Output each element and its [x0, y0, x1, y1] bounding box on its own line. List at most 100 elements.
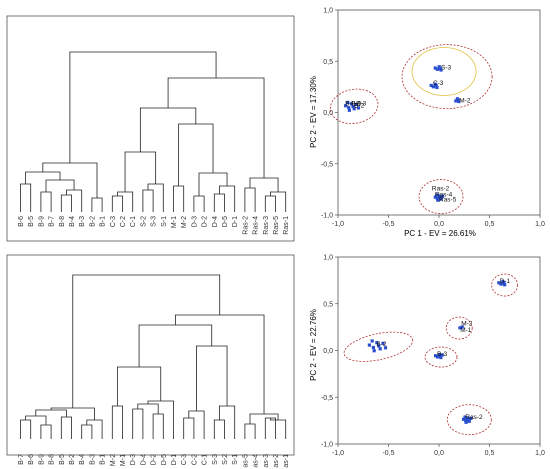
dendrogram-link: [69, 51, 217, 163]
data-point: [457, 99, 461, 104]
data-point: [437, 352, 441, 357]
x-tick-label: 0,5: [485, 221, 495, 228]
data-point: [435, 67, 439, 71]
x-axis-label: PC 1 - EV = 26.61%: [404, 229, 476, 238]
data-point: [439, 68, 443, 72]
dendrogram-link: [111, 405, 123, 439]
x-tick-label: -1,0: [332, 450, 344, 457]
point-label: B-3: [437, 351, 448, 358]
dendrogram-link: [213, 419, 225, 439]
dendrogram-link: [244, 187, 256, 212]
leaf-label: D-1: [232, 216, 239, 227]
leaf-label: C-1: [202, 454, 209, 465]
point-label: Ras-5: [439, 197, 457, 204]
point-label: B-2: [376, 341, 387, 348]
leaf-label: as-3: [263, 454, 270, 468]
y-tick-label: 0,0: [323, 110, 333, 117]
data-point: [454, 99, 458, 103]
dendrogram-link: [175, 314, 265, 414]
dendrogram-link: [249, 177, 279, 192]
data-point: [378, 347, 382, 351]
data-point: [349, 102, 354, 106]
dendrogram-link: [91, 197, 103, 212]
data-point: [461, 417, 466, 421]
leaf-label: C-1: [130, 216, 137, 227]
data-point: [435, 85, 439, 90]
leaf-label: M-1: [171, 216, 178, 228]
dendrogram-link: [219, 185, 236, 212]
point-label: M-2: [461, 320, 473, 327]
data-point: [381, 341, 385, 345]
leaf-label: B-9: [38, 216, 45, 227]
data-point: [435, 193, 439, 197]
data-point: [433, 82, 437, 86]
dendrogram-link: [139, 107, 197, 152]
leaf-label: S-2: [222, 454, 229, 465]
data-point: [431, 85, 435, 89]
leaf-label: Ras-5: [273, 216, 280, 235]
data-point: [352, 107, 356, 111]
y-tick-label: 0,5: [323, 59, 333, 66]
leaf-label: D-5: [222, 216, 229, 227]
point-label: M-1: [460, 327, 472, 334]
dendrogram-link: [124, 151, 157, 192]
data-point: [501, 279, 505, 284]
confidence-ellipse: [418, 179, 464, 214]
leaf-label: as-5: [242, 454, 249, 468]
pca-plot-top: -1,0 -0,5 0,0 0,5 1,0 1,0 0,5 0,0 -0,5 -1,0 B-8B-9…: [309, 8, 545, 239]
leaf-label: Ras-4: [253, 216, 260, 235]
data-point: [343, 104, 348, 108]
point-label: C-3: [433, 80, 444, 87]
plot-frame: [6, 15, 295, 242]
dendrogram-link: [40, 424, 52, 439]
dendrogram-link: [147, 400, 174, 439]
dendrogram-link: [86, 419, 103, 439]
dendrogram-link: [249, 413, 279, 424]
data-point: [436, 198, 440, 202]
data-point: [437, 65, 441, 69]
data-point: [356, 106, 361, 110]
leaf-label: D-2: [202, 216, 209, 227]
data-point: [464, 418, 468, 423]
dendrogram-link: [132, 408, 144, 439]
x-tick-label: 1,0: [535, 221, 545, 228]
data-point: [347, 106, 351, 110]
leaf-label: as-1: [283, 454, 290, 468]
dendrogram-link: [219, 405, 236, 439]
data-point: [371, 345, 375, 350]
point-label: B-8: [345, 100, 356, 107]
leaf-label: B-7: [49, 216, 56, 227]
point-label: S-3: [441, 64, 452, 71]
pca-plot-bottom: -1,0 -0,5 0,0 0,5 1,0 1,0 0,5 0,0 -0,5 -1,0 D-1 M-2…: [309, 255, 545, 458]
data-point: [497, 281, 501, 285]
data-point: [465, 416, 470, 420]
dendrogram-link: [167, 77, 265, 178]
leaf-label: B-1: [100, 216, 107, 227]
x-tick-label: -0,5: [382, 450, 394, 457]
dendrogram-link: [270, 191, 287, 212]
leaf-label: D-3: [130, 454, 137, 465]
dendrogram-link: [81, 424, 93, 439]
point-label: B-3: [356, 100, 367, 107]
leaf-label: as-4: [253, 454, 260, 468]
y-tick-label: 0,5: [323, 301, 333, 308]
dendrogram-link: [152, 413, 164, 439]
dendrogram-link: [40, 191, 52, 212]
cluster-hull: [411, 47, 477, 96]
data-point: [383, 346, 388, 350]
x-tick-label: 0,0: [434, 221, 444, 228]
dendrogram-link: [244, 423, 256, 439]
data-point: [433, 354, 438, 358]
dendrogram-link: [60, 416, 72, 439]
dendrogram-link: [264, 417, 276, 439]
leaf-label: Ras-1: [283, 216, 290, 235]
point-label: M-2: [459, 97, 471, 104]
data-point: [440, 353, 444, 357]
dendrogram-bottom: B-7 B-6 B-9 B-8 B-5 B-2 B-4 B-3 B-1 M-2 M-1 D-3 D-4 D…: [6, 254, 295, 468]
data-point: [455, 97, 459, 101]
leaf-label: S-1: [161, 216, 168, 227]
leaf-label: B-2: [89, 216, 96, 227]
leaf-label: M-2: [110, 454, 117, 466]
data-point: [464, 420, 468, 424]
y-tick-label: -1,0: [321, 442, 333, 449]
